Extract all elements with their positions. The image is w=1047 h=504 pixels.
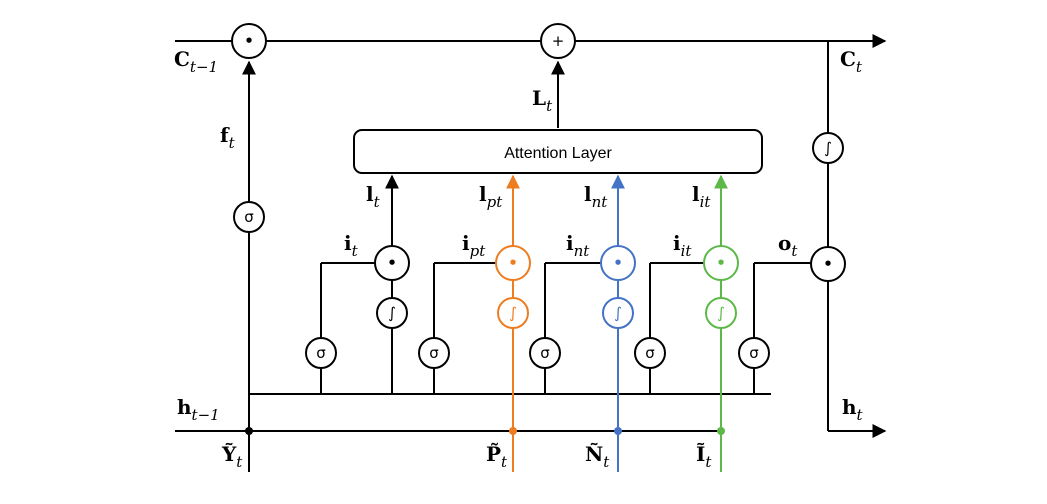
cell-tanh-node: ∫	[812, 132, 844, 164]
label-l-t: lt	[366, 182, 381, 211]
i-gate-sigma-node: σ	[634, 337, 666, 369]
label-l-big: Lt	[532, 86, 553, 115]
label-i-pt: ipt	[462, 231, 486, 260]
label-l-pt: lpt	[479, 182, 503, 211]
svg-text:∫: ∫	[717, 304, 725, 322]
junction-dot-n	[614, 427, 622, 435]
svg-text:∫: ∫	[614, 304, 622, 322]
hidden-input-bus	[175, 174, 811, 472]
input-gate-sigma-node: σ	[305, 337, 337, 369]
label-l-it: lit	[692, 182, 711, 211]
label-c-t: Ct	[840, 47, 863, 76]
label-l-nt: lnt	[584, 182, 608, 211]
svg-text:σ: σ	[645, 344, 655, 362]
label-i-tilde: Ĩt	[696, 442, 712, 471]
forget-sigma-node: σ	[233, 201, 265, 233]
svg-text:+: +	[552, 32, 565, 50]
junction-dot-p	[509, 427, 517, 435]
p-tanh-node: ∫	[497, 297, 529, 329]
label-p-tilde: P̃t	[486, 442, 508, 471]
p-multiply-node: •	[495, 245, 531, 281]
label-i-nt: int	[566, 231, 590, 260]
output-gate-sigma-node: σ	[738, 337, 770, 369]
svg-text:•: •	[387, 254, 397, 272]
attention-layer-label: Attention Layer	[504, 145, 612, 162]
svg-text:σ: σ	[316, 344, 326, 362]
cell-add-node: +	[540, 23, 576, 59]
label-i-t: it	[344, 231, 359, 260]
p-gate-sigma-node: σ	[418, 337, 450, 369]
forget-multiply-node: •	[231, 23, 267, 59]
svg-text:•: •	[823, 255, 833, 273]
svg-text:σ: σ	[244, 208, 254, 226]
svg-text:∫: ∫	[509, 304, 517, 322]
label-o-t: ot	[778, 231, 798, 260]
svg-text:σ: σ	[749, 344, 759, 362]
input-tanh-node: ∫	[376, 297, 408, 329]
svg-text:•: •	[508, 254, 518, 272]
svg-text:σ: σ	[540, 344, 550, 362]
i-tanh-node: ∫	[705, 297, 737, 329]
svg-text:∫: ∫	[388, 304, 396, 322]
label-i-it: iit	[673, 231, 692, 260]
junction-dot-y	[245, 427, 253, 435]
n-tanh-node: ∫	[602, 297, 634, 329]
label-h-prev: ht−1	[177, 395, 220, 424]
label-y-tilde: Ỹt	[221, 442, 243, 471]
svg-text:•: •	[716, 254, 726, 272]
output-multiply-node: •	[810, 246, 846, 282]
label-n-tilde: Ñt	[585, 442, 610, 471]
svg-text:∫: ∫	[824, 139, 832, 157]
junction-dot-i	[717, 427, 725, 435]
label-f-t: ft	[220, 123, 236, 152]
svg-text:σ: σ	[429, 344, 439, 362]
n-gate-sigma-node: σ	[529, 337, 561, 369]
input-multiply-node: •	[374, 245, 410, 281]
attention-layer-box	[353, 129, 763, 174]
label-c-prev: Ct−1	[174, 47, 218, 76]
svg-text:•: •	[613, 254, 623, 272]
svg-text:•: •	[244, 32, 254, 50]
label-h-t: ht	[842, 395, 864, 424]
n-multiply-node: •	[600, 245, 636, 281]
cell-state-wires	[175, 34, 887, 438]
i-multiply-node: •	[703, 245, 739, 281]
